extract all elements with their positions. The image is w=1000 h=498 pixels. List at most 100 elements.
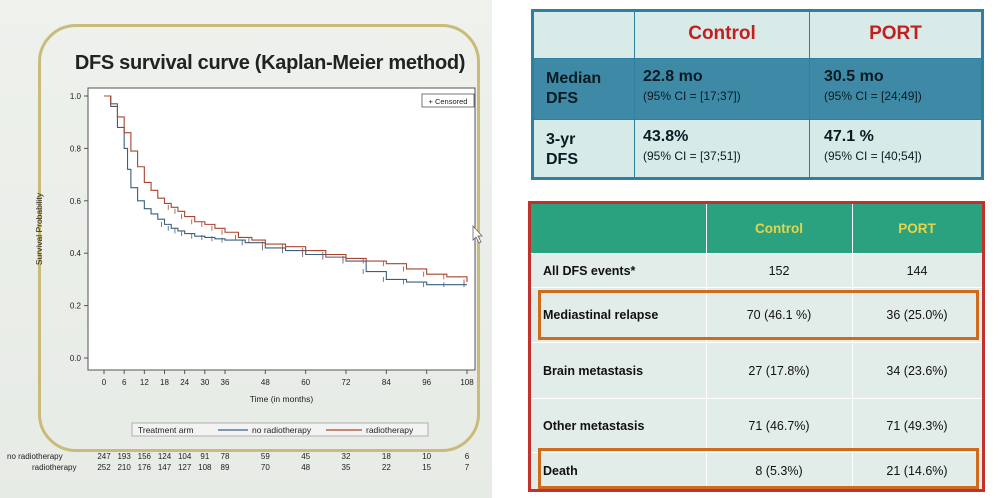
divider — [492, 0, 500, 498]
table-row: Mediastinal relapse 70 (46.1 %) 36 (25.0… — [531, 288, 982, 343]
table-row-median-dfs: Median DFS 22.8 mo (95% CI = [17;37]) 30… — [534, 59, 981, 119]
value: 22.8 mo — [643, 68, 703, 85]
at-risk-count: 127 — [178, 463, 192, 472]
y-tick-label: 0.2 — [70, 302, 82, 311]
table-row: Other metastasis 71 (46.7%) 71 (49.3%) — [531, 399, 982, 453]
x-tick-label: 24 — [180, 378, 189, 387]
value: 47.1 % — [824, 128, 874, 145]
at-risk-count: 78 — [221, 452, 230, 461]
row-label-line1: 3-yr — [546, 131, 576, 148]
row-label: Mediastinal relapse — [543, 308, 659, 322]
at-risk-count: 18 — [382, 452, 391, 461]
cell-control: 8 (5.3%) — [755, 464, 803, 478]
x-tick-label: 36 — [221, 378, 230, 387]
col-header-control: Control — [635, 12, 809, 58]
at-risk-count: 48 — [301, 463, 310, 472]
x-tick-label: 0 — [102, 378, 107, 387]
censored-legend-box — [421, 93, 475, 108]
x-tick-label: 12 — [140, 378, 149, 387]
cell-port: 144 — [906, 263, 928, 278]
at-risk-row-label: no radiotherapy — [7, 452, 63, 461]
x-tick-label: 96 — [422, 378, 431, 387]
y-tick-label: 0.6 — [70, 197, 82, 206]
cell-control: 43.8% (95% CI = [37;51]) — [635, 120, 809, 177]
at-risk-count: 91 — [200, 452, 209, 461]
at-risk-count: 193 — [117, 452, 131, 461]
at-risk-count: 7 — [465, 463, 470, 472]
at-risk-count: 252 — [97, 463, 111, 472]
table-row: All DFS events* 152 144 — [531, 254, 982, 288]
table-header-row: Control PORT — [534, 12, 981, 58]
row-label: Brain metastasis — [543, 363, 644, 378]
at-risk-count: 10 — [422, 452, 431, 461]
y-tick-label: 0.4 — [70, 249, 82, 258]
at-risk-count: 15 — [422, 463, 431, 472]
ci: (95% CI = [37;51]) — [643, 149, 741, 163]
row-label: 3-yr DFS — [534, 120, 634, 177]
ci: (95% CI = [40;54]) — [824, 149, 922, 163]
row-label: Death — [543, 464, 578, 478]
cell-port: 36 (25.0%) — [886, 308, 948, 322]
x-tick-label: 84 — [382, 378, 391, 387]
km-chart-svg: 0.0 0.2 0.4 0.6 0.8 1.0 0 6 12 18 24 30 36 48 60 72 84 96… — [7, 87, 483, 472]
cell-control: 70 (46.1 %) — [746, 308, 812, 322]
at-risk-count: 108 — [198, 463, 212, 472]
at-risk-count: 45 — [301, 452, 310, 461]
y-tick-label: 0.8 — [70, 144, 82, 153]
column-divider — [852, 204, 853, 489]
x-tick-label: 72 — [342, 378, 351, 387]
km-curve-radiotherapy — [104, 95, 468, 283]
table-header-row: Control PORT — [531, 204, 982, 254]
dfs-summary-table: Control PORT Median DFS 22.8 mo (95% CI … — [531, 9, 984, 180]
row-label-line1: Median — [546, 70, 602, 87]
cell-port: 34 (23.6%) — [886, 363, 948, 378]
value: 30.5 mo — [824, 68, 884, 85]
at-risk-count: 70 — [261, 463, 270, 472]
highlight-box-death — [538, 448, 979, 489]
at-risk-count: 176 — [138, 463, 152, 472]
table-corner — [531, 204, 706, 253]
legend-label-radiotherapy: radiotherapy — [366, 425, 414, 435]
column-divider — [706, 204, 707, 489]
table-row: Brain metastasis 27 (17.8%) 34 (23.6%) — [531, 343, 982, 399]
ci: (95% CI = [17;37]) — [643, 89, 741, 103]
cell-port: 21 (14.6%) — [886, 464, 948, 478]
row-label: Other metastasis — [543, 418, 645, 433]
table-row-3yr-dfs: 3-yr DFS 43.8% (95% CI = [37;51]) 47.1 %… — [534, 120, 981, 177]
legend-title: Treatment arm — [138, 425, 193, 435]
plot-area — [87, 87, 476, 371]
legend-box — [131, 422, 429, 437]
y-tick-label: 0.0 — [70, 354, 82, 363]
row-label: All DFS events* — [543, 263, 636, 278]
mouse-cursor-icon — [472, 224, 483, 244]
table-row: Death 8 (5.3%) 21 (14.6%) — [531, 453, 982, 489]
cell-control: 22.8 mo (95% CI = [17;37]) — [635, 59, 809, 119]
x-tick-label: 108 — [460, 378, 474, 387]
at-risk-count: 210 — [117, 463, 131, 472]
x-tick-label: 48 — [261, 378, 270, 387]
cell-port: 30.5 mo (95% CI = [24;49]) — [810, 59, 981, 119]
highlight-box-mediastinal — [538, 290, 979, 340]
at-risk-count: 6 — [465, 452, 470, 461]
x-axis-label: Time (in months) — [250, 394, 314, 404]
at-risk-count: 247 — [97, 452, 111, 461]
table-corner — [534, 12, 634, 58]
x-tick-label: 6 — [122, 378, 127, 387]
at-risk-count: 22 — [382, 463, 391, 472]
at-risk-count: 156 — [138, 452, 152, 461]
cell-port: 71 (49.3%) — [886, 418, 948, 433]
y-axis-label: Survival Probability — [34, 192, 44, 265]
value: 43.8% — [643, 128, 689, 145]
at-risk-count: 147 — [158, 463, 172, 472]
y-tick-label: 1.0 — [70, 92, 82, 101]
at-risk-count: 124 — [158, 452, 172, 461]
dfs-events-table: Control PORT All DFS events* 152 144 Med… — [528, 201, 985, 492]
km-curve-no-radiotherapy — [104, 95, 467, 286]
row-label: Median DFS — [534, 59, 634, 119]
at-risk-count: 104 — [178, 452, 192, 461]
at-risk-row-label: radiotherapy — [32, 463, 76, 472]
col-header-port: PORT — [898, 221, 936, 236]
col-header-control: Control — [755, 221, 803, 236]
at-risk-count: 32 — [342, 452, 351, 461]
cell-port: 47.1 % (95% CI = [40;54]) — [810, 120, 981, 177]
